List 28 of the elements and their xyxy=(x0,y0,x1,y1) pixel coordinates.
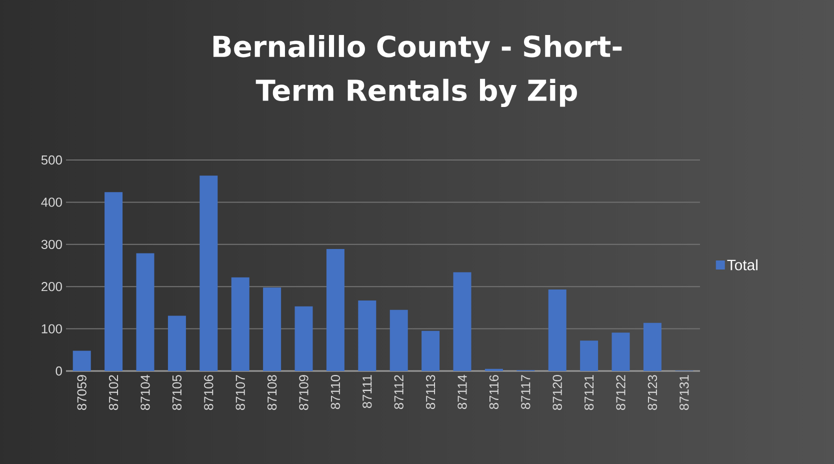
x-tick-label: 87110 xyxy=(330,375,340,410)
x-tick-label: 87112 xyxy=(394,375,404,410)
x-tick-label: 87113 xyxy=(426,375,436,410)
x-tick-label: 87114 xyxy=(458,374,467,410)
x-tick-label: 87117 xyxy=(521,375,530,410)
y-tick-label: 400 xyxy=(41,198,62,207)
x-tick-label: 87102 xyxy=(108,375,118,410)
x-tick-label: 87121 xyxy=(584,375,594,410)
x-tick-label: 87108 xyxy=(267,375,277,410)
y-tick-label: 500 xyxy=(41,155,62,165)
x-tick-label: 87111 xyxy=(362,375,372,408)
x-tick-label: 87120 xyxy=(552,375,562,410)
y-tick-label: 0 xyxy=(56,366,62,376)
y-tick-label: 100 xyxy=(42,324,62,334)
x-tick-label: 87109 xyxy=(299,375,308,410)
x-tick-label: 87105 xyxy=(172,375,182,410)
legend-label: Total xyxy=(727,259,758,270)
x-tick-label: 87123 xyxy=(648,375,658,410)
x-tick-label: 87106 xyxy=(204,375,214,410)
x-tick-label: 87059 xyxy=(77,375,86,410)
x-tick-label: 87107 xyxy=(236,375,245,410)
y-tick-label: 300 xyxy=(41,240,62,249)
x-tick-label: 87104 xyxy=(140,374,150,410)
x-tick-label: 87131 xyxy=(680,375,689,410)
chart-title: Bernalillo County - Short-Term Rentals by Zip xyxy=(213,34,622,108)
y-tick-label: 200 xyxy=(42,282,62,292)
x-tick-label: 87122 xyxy=(616,375,626,410)
x-tick-label: 87116 xyxy=(489,375,499,410)
